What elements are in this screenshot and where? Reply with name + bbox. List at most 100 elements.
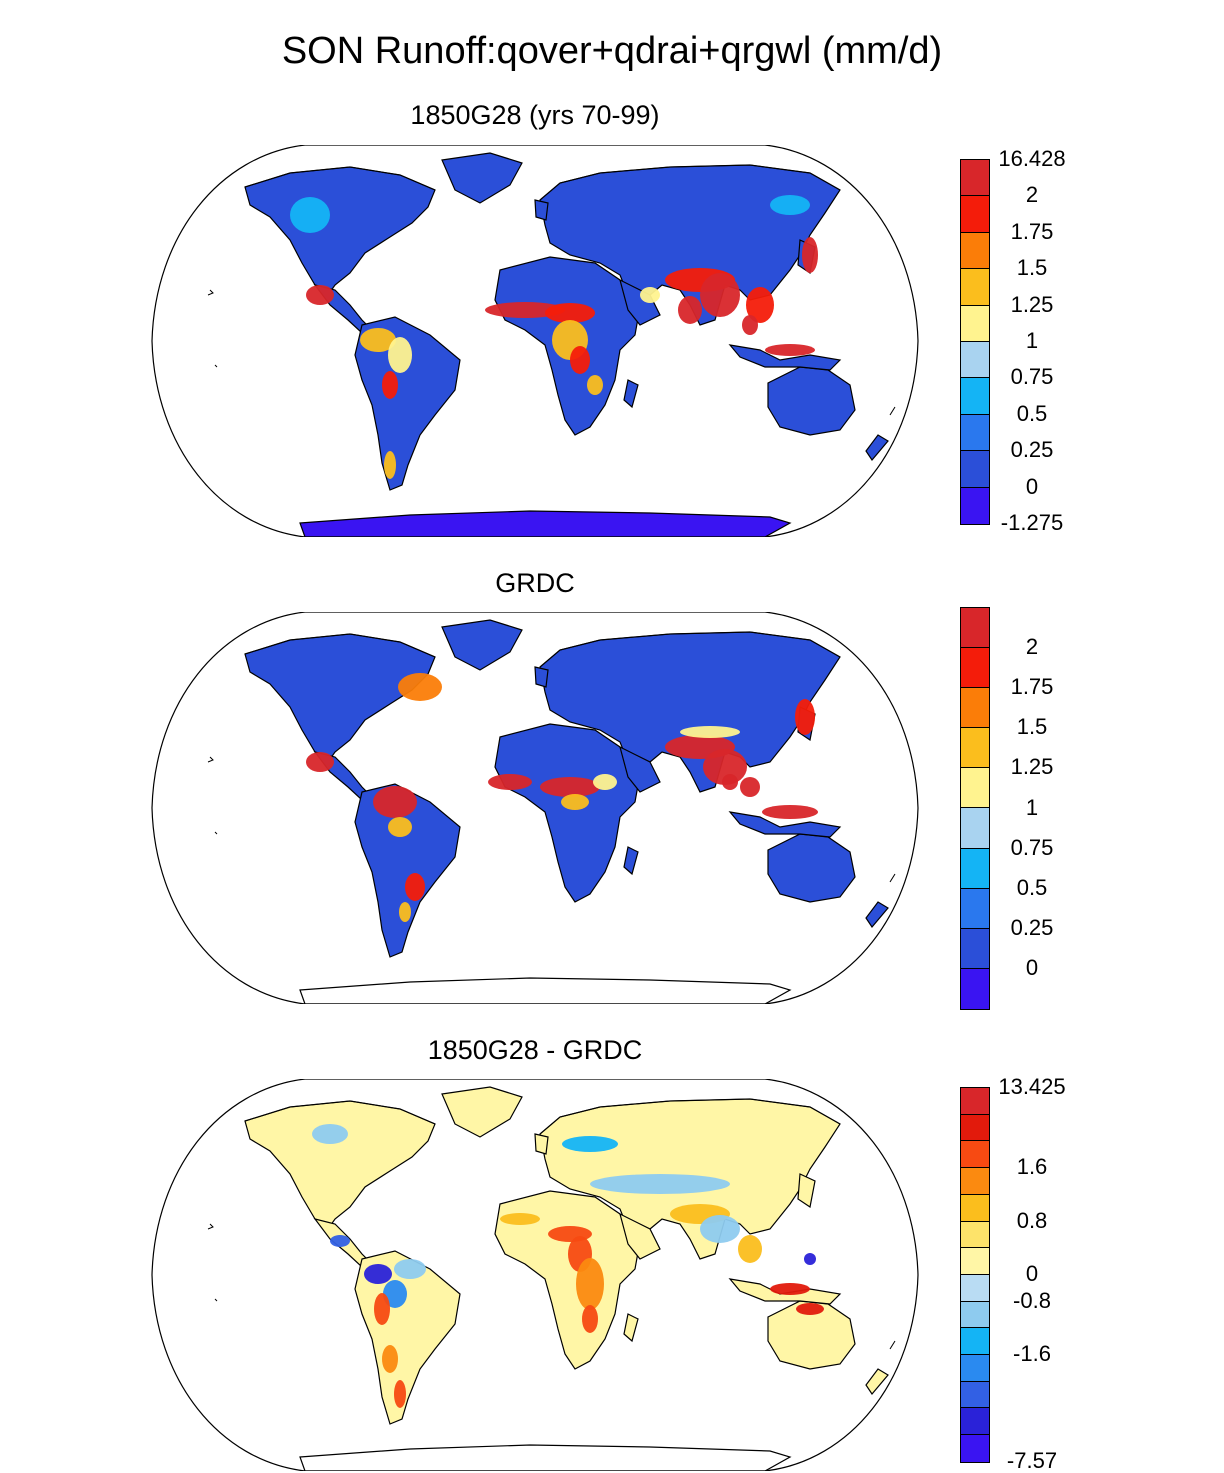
colorbar-tick-label: 1 — [1025, 794, 1039, 820]
map-border — [151, 145, 919, 537]
runoff-cell-cluster — [590, 1174, 730, 1194]
colorbar-swatch — [961, 928, 989, 969]
colorbar-swatch — [961, 269, 989, 306]
colorbar-tick-label: 0.8 — [1016, 1207, 1048, 1233]
coastline — [214, 1298, 218, 1302]
colorbar-swatch — [961, 1301, 989, 1329]
panel-1-title: 1850G28 (yrs 70-99) — [410, 100, 660, 130]
colorbar-swatch — [961, 1088, 989, 1115]
colorbar-swatch — [961, 196, 989, 233]
land-japan — [797, 1173, 816, 1209]
coastline — [244, 633, 436, 658]
land-antarctica — [299, 977, 792, 1004]
runoff-cell-cluster — [382, 1345, 398, 1373]
runoff-cell-cluster — [388, 337, 412, 373]
colorbar-swatch — [961, 1274, 989, 1302]
land-arabia — [619, 1212, 661, 1260]
colorbar-swatch — [961, 1248, 989, 1275]
coastline — [214, 364, 218, 368]
runoff-cell-cluster — [640, 287, 660, 303]
colorbar-swatch — [961, 305, 989, 342]
colorbar-tick-label: 16.428 — [998, 146, 1066, 171]
coastline — [244, 166, 436, 191]
colorbar-swatch — [961, 1355, 989, 1382]
colorbar-swatch — [961, 1408, 989, 1436]
runoff-cell-cluster — [680, 726, 740, 738]
colorbar-swatch — [961, 888, 989, 929]
land-indonesia — [728, 344, 842, 371]
coastline — [889, 1340, 896, 1350]
land-samerica — [354, 783, 461, 958]
colorbar-tick-label: 2 — [1025, 182, 1039, 208]
runoff-cell-cluster — [373, 786, 417, 818]
colorbar-tick-label: -7.57 — [1006, 1448, 1058, 1473]
runoff-cell-cluster — [382, 371, 398, 399]
colorbar-tick-label: -0.8 — [1013, 1287, 1051, 1313]
colorbar-swatch — [961, 688, 989, 729]
colorbar-swatch — [961, 1221, 989, 1249]
colorbar-swatch — [961, 968, 989, 1009]
coastline — [889, 406, 896, 416]
runoff-cell-cluster — [570, 346, 590, 374]
colorbar-tick-label: 1 — [1025, 328, 1039, 353]
panel-2-colorbar — [960, 607, 990, 1010]
land-samerica — [354, 316, 461, 491]
colorbar-tick-label: 0.75 — [1010, 364, 1054, 390]
runoff-cell-cluster — [394, 1259, 426, 1279]
panel-3-colorbar — [960, 1087, 990, 1463]
land-uk — [534, 199, 549, 221]
colorbar-swatch — [961, 1168, 989, 1195]
coastline — [539, 164, 841, 201]
runoff-cell-cluster — [700, 1215, 740, 1243]
map-border — [151, 1079, 919, 1471]
runoff-cell-cluster — [804, 1253, 816, 1265]
runoff-cell-cluster — [384, 451, 396, 479]
panel-2-title: GRDC — [495, 568, 575, 598]
colorbar-swatch — [961, 808, 989, 849]
runoff-cell-cluster — [485, 302, 565, 318]
land-greenland — [441, 619, 523, 671]
map-border — [151, 612, 919, 1004]
coastline — [207, 289, 214, 296]
runoff-cell-cluster — [312, 1124, 348, 1144]
runoff-cell-cluster — [500, 1213, 540, 1225]
panel-3-map — [151, 1079, 919, 1471]
colorbar-tick-label: 1.75 — [1010, 218, 1054, 244]
coastline — [207, 756, 214, 763]
land-uk — [534, 666, 549, 688]
colorbar-swatch — [961, 487, 989, 524]
runoff-cell-cluster — [330, 1235, 350, 1247]
runoff-cell-cluster — [593, 774, 617, 790]
colorbar-tick-label: -1.6 — [1013, 1341, 1051, 1367]
colorbar-swatch — [961, 1114, 989, 1142]
colorbar-swatch — [961, 232, 989, 270]
runoff-cell-cluster — [405, 873, 425, 901]
runoff-cell-cluster — [738, 1235, 762, 1263]
colorbar-swatch — [961, 1381, 989, 1409]
colorbar-swatch — [961, 451, 989, 488]
coastline — [539, 631, 841, 668]
land-antarctica — [299, 1444, 792, 1471]
coastline — [207, 1223, 214, 1230]
runoff-cell-cluster — [740, 777, 760, 797]
colorbar-swatch — [961, 728, 989, 769]
runoff-cell-cluster — [562, 1136, 618, 1152]
runoff-cell-cluster — [742, 315, 758, 335]
runoff-cell-cluster — [388, 817, 412, 837]
runoff-cell-cluster — [576, 1258, 604, 1310]
runoff-cell-cluster — [561, 794, 589, 810]
land-nz — [865, 434, 889, 461]
runoff-cell-cluster — [545, 303, 595, 323]
colorbar-swatch — [961, 1328, 989, 1356]
runoff-cell-cluster — [587, 375, 603, 395]
colorbar-swatch — [961, 1435, 989, 1462]
runoff-cell-cluster — [703, 749, 747, 785]
runoff-cell-cluster — [762, 805, 818, 819]
panel-1-colorbar — [960, 159, 990, 525]
land-antarctica — [299, 510, 792, 537]
panel-3-title: 1850G28 - GRDC — [427, 1035, 643, 1065]
runoff-cell-cluster — [306, 285, 334, 305]
land-madagascar — [623, 1313, 639, 1343]
coastline — [244, 1100, 436, 1125]
runoff-cell-cluster — [383, 1280, 407, 1308]
